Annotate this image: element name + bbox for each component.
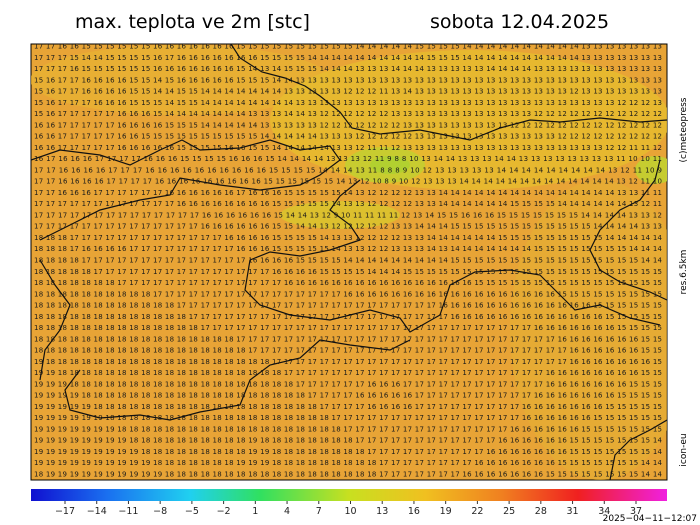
colorbar-label: 31 (567, 506, 579, 517)
colorbar-label: 10 (344, 506, 356, 517)
value-row: 16 16 17 17 17 17 17 16 16 16 16 16 15 1… (34, 144, 662, 152)
value-row: 19 19 19 19 18 18 18 18 18 18 18 18 18 1… (34, 392, 662, 400)
value-row: 17 17 16 16 16 17 17 17 17 17 17 16 16 1… (34, 189, 662, 197)
colorbar-label: 13 (376, 506, 388, 517)
copyright-label: (c)meteopress (679, 97, 689, 162)
value-row: 19 19 19 19 19 18 18 18 18 18 18 18 18 1… (34, 403, 662, 411)
value-row: 16 17 16 16 16 17 17 17 17 16 16 16 15 1… (34, 155, 662, 163)
value-row: 18 18 18 17 17 17 17 17 17 17 17 17 17 1… (34, 234, 663, 242)
model-label: icon-eu (679, 433, 689, 466)
value-row: 17 17 17 17 17 17 17 17 17 17 17 17 16 1… (34, 200, 662, 208)
colorbar-label: −11 (118, 506, 138, 517)
value-row: 18 19 19 19 19 19 19 19 19 19 19 18 18 1… (34, 471, 663, 479)
map-area: 17 17 16 16 15 15 15 15 15 15 16 16 16 1… (30, 43, 668, 481)
timestamp: 2025−04−11−12:07 (603, 514, 697, 524)
map-title: max. teplota ve 2m [stc] (75, 11, 310, 33)
value-row: 17 17 16 16 16 16 17 17 17 17 16 16 16 1… (34, 178, 662, 186)
resolution-label: res.6.5km (679, 250, 689, 295)
value-row: 19 18 18 18 18 18 18 18 18 18 18 18 18 1… (34, 358, 662, 366)
value-row: 18 18 18 18 18 18 18 18 18 18 18 18 18 1… (34, 313, 662, 321)
value-row: 18 18 18 18 18 18 18 18 18 18 18 18 18 1… (34, 324, 662, 332)
value-row: 19 19 19 19 19 19 19 19 19 18 18 18 18 1… (34, 448, 663, 456)
colorbar-label: −17 (55, 506, 75, 517)
value-grid: 17 17 16 16 15 15 15 15 15 15 16 16 16 1… (34, 43, 663, 479)
borders (31, 44, 667, 480)
value-row: 18 18 18 18 18 18 18 18 18 18 18 18 17 1… (34, 302, 662, 310)
value-row: 15 16 17 17 16 16 16 16 15 15 14 15 16 1… (34, 76, 662, 84)
colorbar-label: −2 (217, 506, 231, 517)
value-row: 15 16 17 17 17 17 17 16 16 16 15 14 14 1… (34, 110, 662, 118)
value-row: 17 17 16 16 15 15 15 15 15 15 16 16 16 1… (34, 43, 662, 51)
value-row: 18 18 18 18 18 18 18 17 17 17 17 17 17 1… (34, 279, 662, 287)
colorbar-ticks: −17 −14 −11 −8 −5 −2 1 4 7 10 13 16 19 22 25 28 31 34 37 (55, 501, 642, 517)
value-row: 19 19 19 19 19 19 19 19 19 19 18 18 18 1… (34, 459, 663, 467)
value-row: 17 17 17 17 17 17 17 17 17 17 17 17 17 1… (34, 223, 662, 231)
value-row: 18 18 18 18 18 17 17 17 17 17 17 17 17 1… (34, 268, 662, 276)
colorbar-label: 34 (598, 506, 610, 517)
value-row: 17 17 17 17 17 17 17 17 17 17 17 17 17 1… (34, 211, 662, 219)
value-row: 16 16 17 17 17 17 17 16 16 15 15 15 15 1… (34, 133, 662, 141)
colorbar-label: 16 (408, 506, 420, 517)
colorbar-label: 37 (630, 506, 642, 517)
colorbar-label: −8 (153, 506, 167, 517)
colorbar-label: 22 (471, 506, 483, 517)
temperature-patches (31, 45, 667, 480)
colorbar-label: −5 (185, 506, 199, 517)
value-row: 18 18 18 18 18 18 18 18 18 18 18 18 18 1… (34, 347, 662, 355)
value-row: 15 16 17 17 17 16 16 16 15 15 15 14 15 1… (34, 99, 662, 107)
value-row: 18 18 18 18 17 17 17 17 17 17 17 17 17 1… (34, 257, 663, 265)
value-row: 19 19 19 18 18 18 18 18 18 18 18 18 18 1… (34, 380, 662, 388)
colorbar-label: 28 (535, 506, 547, 517)
value-row: 18 18 18 17 16 16 16 16 17 17 17 17 17 1… (34, 245, 663, 253)
colorbar-label: 25 (503, 506, 515, 517)
value-row: 16 16 17 17 17 17 17 16 16 16 16 15 15 1… (34, 121, 662, 129)
value-row: 19 19 19 19 19 19 19 19 18 18 18 18 18 1… (34, 437, 663, 445)
value-row: 19 19 19 19 19 19 19 18 18 18 18 18 18 1… (34, 425, 662, 433)
colorbar-label: 7 (316, 506, 322, 517)
value-row: 17 17 16 16 16 16 17 17 17 16 16 16 16 1… (34, 166, 662, 174)
colorbar-label: −14 (87, 506, 107, 517)
value-row: 15 16 17 17 16 16 16 16 15 15 14 14 15 1… (34, 88, 662, 96)
colorbar-label: 4 (284, 506, 290, 517)
value-row: 19 19 19 19 19 19 18 18 18 18 18 18 18 1… (34, 414, 662, 422)
colorbar (31, 489, 667, 501)
value-row: 19 19 18 18 18 18 18 18 18 18 18 18 18 1… (34, 369, 662, 377)
colorbar-label: 19 (440, 506, 452, 517)
value-row: 17 17 17 16 15 15 15 15 15 15 16 16 16 1… (34, 65, 662, 73)
value-row: 17 17 17 15 14 14 15 15 15 15 16 17 16 1… (34, 54, 662, 62)
value-row: 18 18 18 18 18 18 18 18 18 18 18 18 18 1… (34, 335, 662, 343)
colorbar-label: 1 (252, 506, 258, 517)
map-date: sobota 12.04.2025 (430, 11, 609, 33)
value-row: 18 18 18 18 18 18 18 18 18 18 17 17 17 1… (34, 290, 662, 298)
